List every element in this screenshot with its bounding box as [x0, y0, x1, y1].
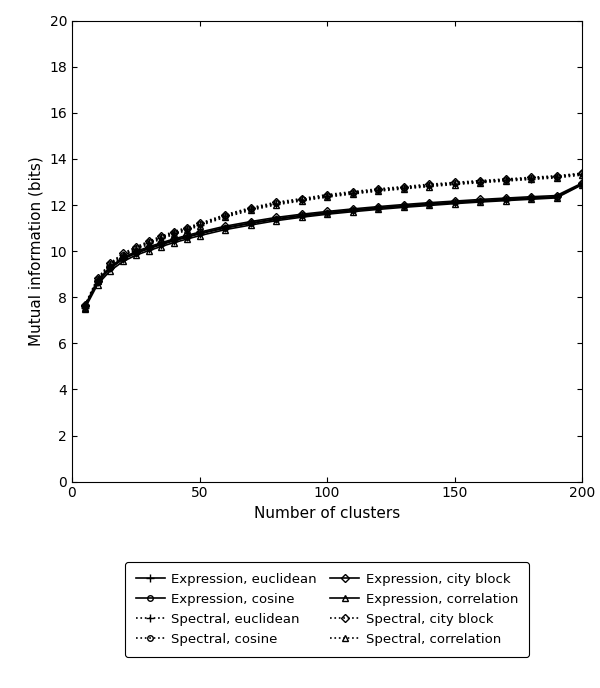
X-axis label: Number of clusters: Number of clusters — [254, 506, 400, 521]
Y-axis label: Mutual information (bits): Mutual information (bits) — [29, 156, 44, 346]
Legend: Expression, euclidean, Expression, cosine, Spectral, euclidean, Spectral, cosine: Expression, euclidean, Expression, cosin… — [125, 562, 529, 656]
